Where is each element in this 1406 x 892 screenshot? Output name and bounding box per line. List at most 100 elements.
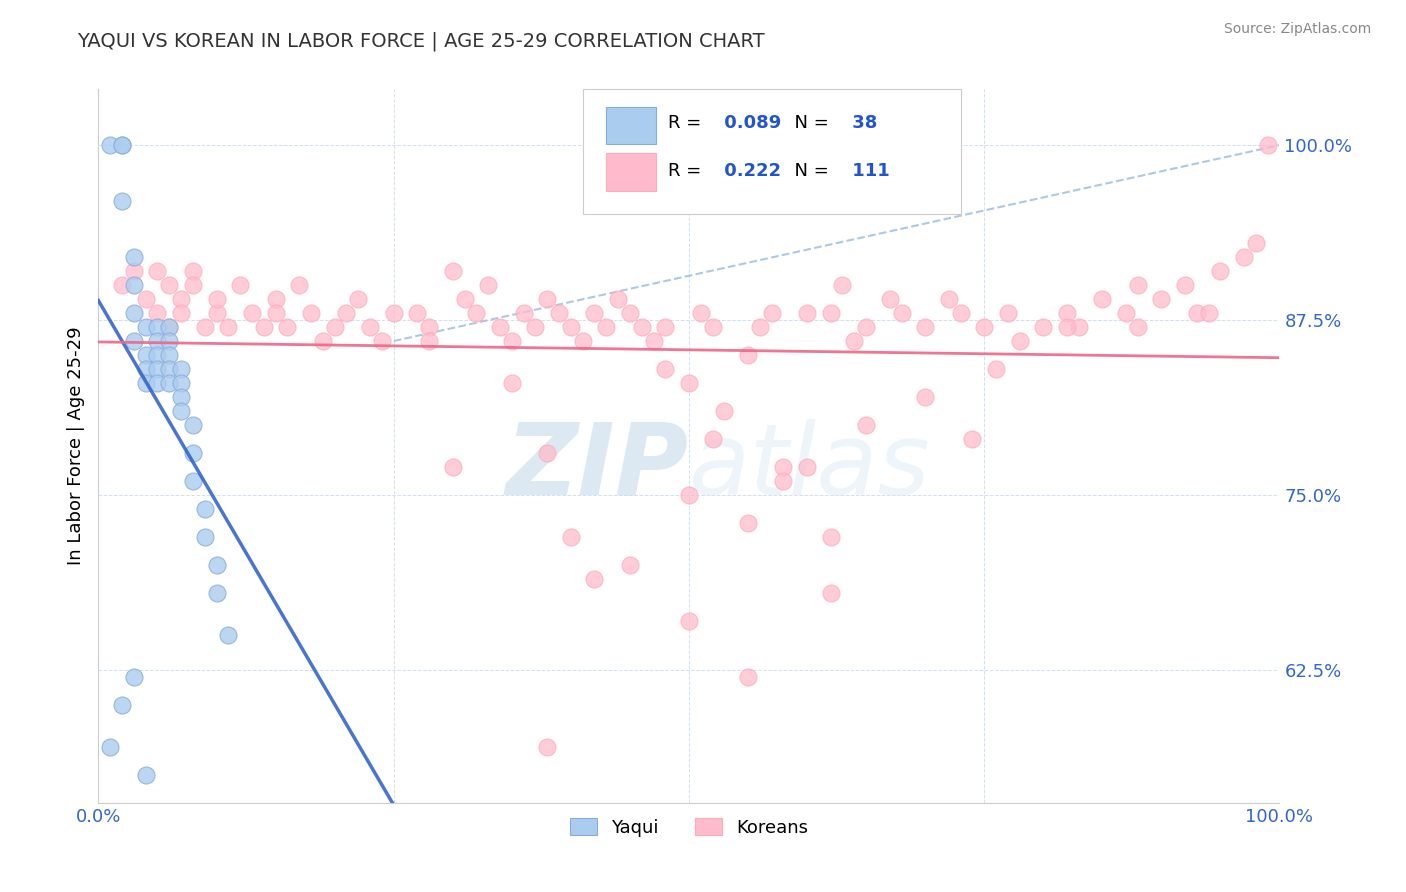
Point — [1209, 264, 1232, 278]
Point — [489, 320, 512, 334]
Point — [997, 306, 1019, 320]
Point — [111, 138, 134, 153]
Point — [157, 362, 180, 376]
Point — [477, 278, 499, 293]
Point — [796, 306, 818, 320]
Point — [844, 334, 866, 348]
Point — [323, 320, 346, 334]
Point — [418, 334, 440, 348]
Point — [702, 432, 724, 446]
Point — [194, 502, 217, 516]
Point — [1185, 306, 1208, 320]
Legend: Yaqui, Koreans: Yaqui, Koreans — [562, 811, 815, 844]
Point — [418, 320, 440, 334]
Point — [984, 362, 1007, 376]
Point — [146, 334, 169, 348]
Point — [1257, 138, 1279, 153]
Point — [181, 278, 204, 293]
FancyBboxPatch shape — [582, 89, 960, 214]
FancyBboxPatch shape — [606, 153, 655, 191]
Point — [772, 474, 794, 488]
Point — [205, 558, 228, 572]
Point — [98, 138, 121, 153]
Point — [713, 404, 735, 418]
Point — [938, 292, 960, 306]
Point — [560, 530, 582, 544]
Point — [135, 768, 157, 782]
Point — [359, 320, 381, 334]
Point — [678, 376, 700, 390]
Point — [914, 390, 936, 404]
Point — [122, 306, 145, 320]
Point — [205, 306, 228, 320]
Point — [111, 194, 134, 208]
Point — [962, 432, 984, 446]
Point — [135, 348, 157, 362]
Point — [441, 460, 464, 475]
Point — [820, 306, 842, 320]
Point — [157, 334, 180, 348]
Point — [217, 628, 239, 642]
Point — [890, 306, 912, 320]
Point — [772, 460, 794, 475]
Point — [122, 250, 145, 264]
Point — [181, 446, 204, 460]
Point — [157, 278, 180, 293]
Point — [122, 670, 145, 684]
Text: ZIP: ZIP — [506, 419, 689, 516]
Point — [441, 264, 464, 278]
Point — [347, 292, 370, 306]
Point — [157, 320, 180, 334]
Point — [111, 138, 134, 153]
Point — [135, 320, 157, 334]
Point — [1150, 292, 1173, 306]
Point — [264, 292, 287, 306]
Point — [335, 306, 357, 320]
Point — [737, 516, 759, 530]
Point — [536, 446, 558, 460]
Point — [146, 306, 169, 320]
Point — [524, 320, 547, 334]
Y-axis label: In Labor Force | Age 25-29: In Labor Force | Age 25-29 — [66, 326, 84, 566]
Point — [879, 292, 901, 306]
Point — [146, 376, 169, 390]
Point — [170, 390, 193, 404]
Point — [512, 306, 534, 320]
Point — [973, 320, 995, 334]
Point — [111, 278, 134, 293]
Text: YAQUI VS KOREAN IN LABOR FORCE | AGE 25-29 CORRELATION CHART: YAQUI VS KOREAN IN LABOR FORCE | AGE 25-… — [77, 31, 765, 51]
Point — [689, 306, 711, 320]
Point — [1032, 320, 1054, 334]
Point — [1056, 306, 1078, 320]
Text: 0.222: 0.222 — [718, 162, 782, 180]
Point — [831, 278, 853, 293]
Text: R =: R = — [668, 114, 702, 132]
Point — [288, 278, 311, 293]
Point — [170, 292, 193, 306]
Point — [1091, 292, 1114, 306]
Point — [1056, 320, 1078, 334]
Point — [855, 417, 877, 432]
Point — [702, 320, 724, 334]
Point — [170, 376, 193, 390]
Point — [146, 320, 169, 334]
Point — [157, 376, 180, 390]
Point — [820, 586, 842, 600]
Point — [643, 334, 665, 348]
Point — [583, 572, 606, 586]
Point — [914, 320, 936, 334]
Point — [654, 320, 676, 334]
Point — [170, 404, 193, 418]
Point — [181, 417, 204, 432]
Point — [122, 278, 145, 293]
Point — [1067, 320, 1090, 334]
Text: 38: 38 — [846, 114, 877, 132]
Point — [607, 292, 630, 306]
Point — [157, 320, 180, 334]
Point — [595, 320, 617, 334]
Point — [1008, 334, 1031, 348]
Point — [501, 334, 523, 348]
Point — [181, 474, 204, 488]
Text: R =: R = — [668, 162, 702, 180]
Point — [111, 698, 134, 712]
